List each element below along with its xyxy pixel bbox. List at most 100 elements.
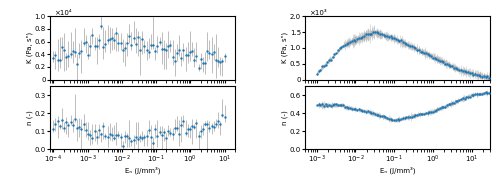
Point — [383, 117, 391, 120]
Point — [173, 52, 181, 55]
Point — [434, 58, 442, 61]
Point — [220, 116, 228, 119]
Point — [408, 116, 416, 118]
Point — [397, 117, 405, 120]
Point — [406, 115, 414, 118]
Point — [422, 111, 430, 114]
Point — [415, 113, 423, 116]
Point — [440, 105, 448, 108]
Point — [182, 53, 190, 56]
Point — [203, 123, 211, 126]
Text: ×10⁴: ×10⁴ — [54, 10, 72, 15]
Point — [201, 62, 209, 65]
Point — [386, 34, 394, 37]
Point — [484, 75, 492, 77]
Point — [404, 44, 412, 47]
Point — [104, 135, 112, 138]
Point — [358, 35, 366, 38]
Point — [392, 119, 400, 122]
Point — [184, 53, 192, 56]
Point — [214, 120, 222, 122]
Point — [324, 105, 332, 107]
Point — [322, 103, 330, 106]
Point — [327, 104, 335, 107]
Point — [400, 42, 408, 45]
Point — [339, 104, 347, 107]
Point — [138, 38, 146, 41]
X-axis label: Eₙ (J/mm³): Eₙ (J/mm³) — [124, 166, 160, 174]
Point — [438, 106, 446, 109]
Y-axis label: K (Pa, sⁿ): K (Pa, sⁿ) — [282, 32, 288, 64]
Point — [313, 103, 321, 106]
Point — [466, 71, 474, 74]
Point — [102, 43, 110, 46]
Point — [454, 67, 462, 70]
Point — [374, 32, 382, 35]
Point — [212, 58, 220, 61]
Point — [106, 133, 114, 136]
Point — [418, 51, 426, 54]
Point — [383, 35, 391, 38]
Point — [404, 116, 412, 118]
Point — [188, 50, 196, 53]
Point — [399, 40, 407, 43]
Point — [474, 93, 482, 96]
Point — [485, 76, 493, 79]
Point — [430, 109, 438, 112]
Point — [130, 138, 138, 141]
Point — [429, 57, 437, 59]
Point — [180, 49, 188, 52]
Point — [371, 31, 379, 33]
Point — [62, 55, 70, 58]
Point — [82, 129, 90, 132]
Point — [210, 125, 218, 128]
Point — [182, 131, 190, 134]
Point — [352, 39, 360, 42]
Point — [341, 106, 349, 109]
Point — [112, 31, 120, 34]
Point — [457, 98, 465, 101]
Point — [344, 42, 352, 45]
Point — [177, 123, 185, 126]
Point — [338, 103, 345, 106]
Point — [356, 36, 364, 39]
Point — [422, 52, 430, 55]
Point — [408, 45, 416, 48]
Y-axis label: K (Pa, sⁿ): K (Pa, sⁿ) — [26, 32, 33, 64]
Point — [201, 122, 209, 125]
Point — [427, 54, 435, 57]
Point — [462, 71, 470, 74]
Point — [452, 66, 460, 69]
Point — [97, 24, 105, 27]
Point — [450, 102, 458, 105]
Point — [134, 137, 142, 140]
Point — [476, 74, 484, 77]
Point — [480, 75, 488, 78]
Point — [125, 34, 133, 37]
Point — [73, 63, 81, 66]
Point — [420, 112, 428, 115]
Point — [118, 145, 126, 147]
Point — [134, 35, 142, 38]
Point — [320, 65, 328, 68]
Point — [86, 134, 94, 137]
Point — [173, 127, 181, 130]
Point — [355, 36, 363, 39]
Point — [444, 64, 452, 66]
Point — [203, 50, 211, 53]
Point — [378, 33, 386, 36]
Point — [192, 122, 200, 124]
Point — [426, 54, 434, 57]
Point — [334, 104, 342, 107]
Point — [66, 120, 74, 123]
Point — [413, 114, 421, 117]
Point — [327, 58, 335, 61]
Point — [154, 45, 162, 48]
Point — [360, 109, 368, 112]
Point — [66, 52, 74, 55]
Point — [402, 43, 410, 46]
Point — [396, 118, 404, 121]
Point — [175, 49, 183, 52]
Point — [443, 63, 451, 66]
Point — [471, 92, 479, 95]
